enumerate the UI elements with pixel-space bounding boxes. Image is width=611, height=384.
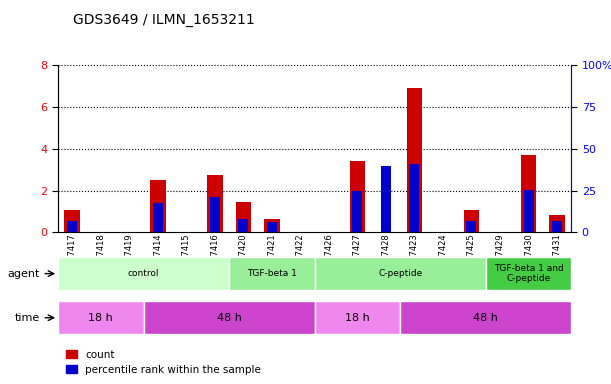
Bar [521,155,536,232]
Text: 48 h: 48 h [217,313,241,323]
Bar [58,232,571,384]
Text: 18 h: 18 h [345,313,370,323]
Bar [353,190,362,232]
Bar [549,215,565,232]
Bar [467,221,477,232]
Bar [58,301,144,334]
Bar [486,257,571,290]
Text: control: control [128,269,159,278]
Bar [58,257,229,290]
Bar [315,257,486,290]
Text: time: time [14,313,40,323]
Bar [229,257,315,290]
Bar [238,219,249,232]
Text: 48 h: 48 h [474,313,498,323]
Bar [400,301,571,334]
Text: TGF-beta 1: TGF-beta 1 [247,269,297,278]
Text: C-peptide: C-peptide [378,269,422,278]
Bar [552,222,562,232]
Bar [210,197,220,232]
Bar [264,219,280,232]
Text: GDS3649 / ILMN_1653211: GDS3649 / ILMN_1653211 [73,13,255,27]
Bar [381,166,391,232]
Bar [524,190,533,232]
Text: TGF-beta 1 and
C-peptide: TGF-beta 1 and C-peptide [494,264,563,283]
Bar [236,202,251,232]
Bar [207,175,223,232]
Bar [150,180,166,232]
Bar [464,210,480,232]
Bar [65,210,80,232]
Bar [67,222,78,232]
Bar [153,203,163,232]
Bar [267,222,277,232]
Text: agent: agent [7,268,40,279]
Bar [407,88,422,232]
Bar [315,301,400,334]
Bar [409,164,420,232]
Bar [144,301,315,334]
Bar [349,161,365,232]
Text: 18 h: 18 h [89,313,113,323]
Legend: count, percentile rank within the sample: count, percentile rank within the sample [67,350,261,375]
